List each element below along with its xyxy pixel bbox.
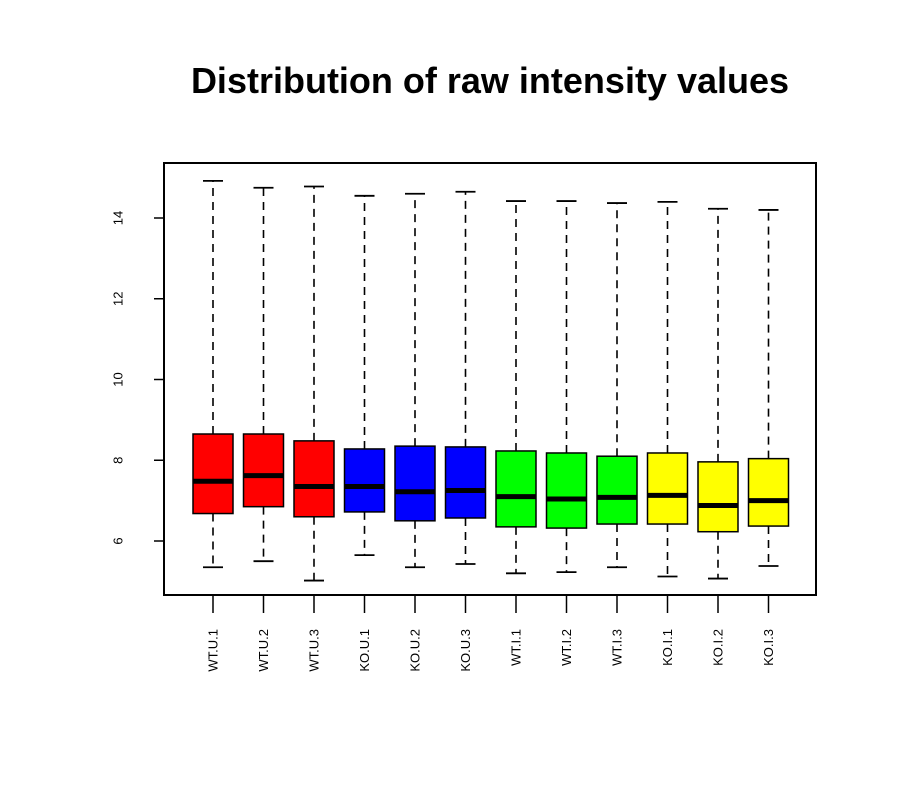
box-body (394, 445, 436, 522)
box-KO.U.1 (343, 194, 386, 557)
box-WT.I.1 (495, 200, 537, 575)
box-body (192, 433, 234, 515)
y-axis: 6 8 10 12 14 (111, 211, 165, 545)
x-tick-label-WT.I.2: WT.I.2 (559, 629, 574, 666)
chart-title: Distribution of raw intensity values (190, 60, 790, 101)
x-tick-label-WT.U.3: WT.U.3 (307, 629, 322, 672)
box-WT.I.2 (545, 200, 588, 573)
box-body (747, 457, 790, 527)
x-tick-label-KO.I.3: KO.I.3 (761, 629, 776, 666)
x-tick-label-WT.I.1: WT.I.1 (509, 629, 524, 666)
box-body (293, 440, 335, 518)
box-KO.I.2 (697, 207, 739, 580)
x-tick-label-WT.U.2: WT.U.2 (256, 629, 271, 672)
box-KO.I.3 (747, 209, 790, 567)
box-WT.U.2 (242, 186, 285, 563)
box-body (596, 455, 638, 525)
box-KO.U.2 (394, 192, 436, 569)
x-tick-label-WT.I.3: WT.I.3 (610, 629, 625, 666)
x-tick-label-WT.U.1: WT.U.1 (206, 629, 221, 672)
box-body (545, 452, 588, 529)
box-KO.I.1 (646, 200, 689, 578)
box-WT.U.1 (192, 179, 234, 569)
y-tick-label-12: 12 (111, 292, 126, 306)
x-tick-label-KO.I.1: KO.I.1 (660, 629, 675, 666)
boxes-group (192, 179, 790, 582)
box-body (444, 446, 487, 519)
box-KO.U.3 (444, 190, 487, 565)
box-body (343, 448, 386, 513)
x-axis: WT.U.1 WT.U.2 WT.U.3 KO.U.1 KO.U.2 KO.U.3 WT.I… (206, 595, 776, 672)
box-body (646, 452, 689, 525)
y-tick-label-10: 10 (111, 372, 126, 386)
box-body (697, 461, 739, 533)
box-body (495, 450, 537, 528)
box-body (242, 433, 285, 508)
box-WT.I.3 (596, 202, 638, 569)
x-tick-label-KO.U.3: KO.U.3 (458, 629, 473, 672)
x-tick-label-KO.U.1: KO.U.1 (357, 629, 372, 672)
y-tick-label-8: 8 (111, 457, 126, 464)
box-WT.U.3 (293, 185, 335, 582)
y-tick-label-14: 14 (111, 211, 126, 225)
y-tick-label-6: 6 (111, 537, 126, 544)
x-tick-label-KO.U.2: KO.U.2 (408, 629, 423, 672)
x-tick-label-KO.I.2: KO.I.2 (711, 629, 726, 666)
